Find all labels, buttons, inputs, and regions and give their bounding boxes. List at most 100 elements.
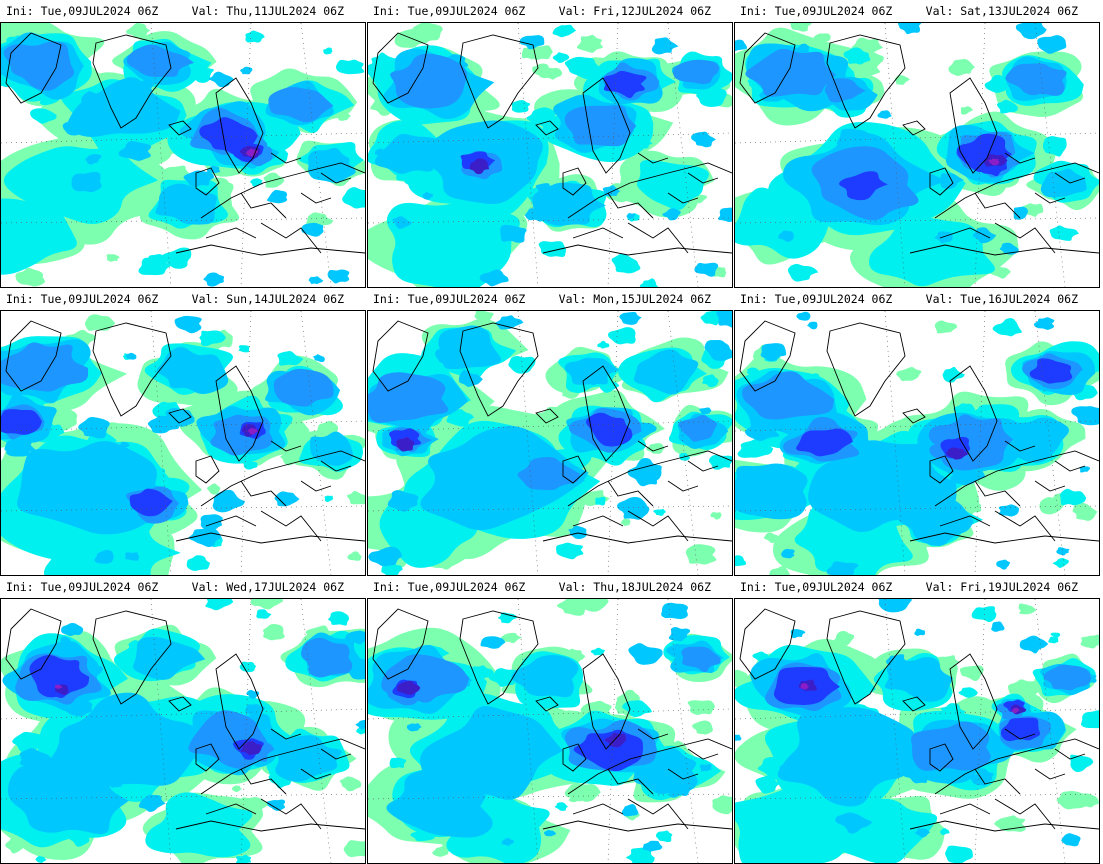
precip-contour (396, 680, 421, 695)
precip-contour (992, 318, 1022, 337)
precip-contour (1005, 63, 1067, 96)
precip-contour (90, 446, 106, 459)
precip-contour (554, 802, 569, 811)
map-panel-5: Ini: Tue,09JUL2024 06Z Val: Mon,15JUL202… (367, 288, 733, 576)
precip-contour (747, 367, 761, 376)
precip-contour (826, 561, 859, 575)
precip-contour (835, 812, 873, 834)
precip-contour (839, 171, 888, 201)
precip-contour (556, 599, 587, 616)
map-panel-7: Ini: Tue,09JUL2024 06Z Val: Wed,17JUL202… (0, 576, 366, 864)
precip-contour (435, 343, 464, 364)
precip-contour (626, 212, 636, 220)
border-lines (607, 152, 719, 219)
precip-contour (208, 71, 234, 88)
precip-contour (1050, 632, 1061, 639)
precip-contour (422, 191, 433, 200)
precip-contour (630, 465, 659, 487)
precip-contour (1019, 635, 1049, 654)
precip-contour (343, 840, 365, 858)
precip-contour (897, 470, 931, 493)
precip-contour (15, 267, 45, 287)
precip-contour (735, 187, 830, 259)
precip-contour (996, 559, 1011, 570)
precip-contour (53, 227, 72, 240)
precip-contour (30, 108, 57, 124)
valid-time-label: Val: Sat,13JUL2024 06Z (925, 4, 1078, 18)
precip-contour (511, 100, 531, 113)
precip-contour (236, 854, 252, 863)
border-lines (974, 440, 1086, 507)
precip-contour (62, 120, 89, 136)
precip-contour (274, 491, 300, 507)
precip-contour (374, 148, 386, 157)
precip-contour (564, 357, 620, 385)
precip-contour (109, 781, 122, 788)
precip-field-svg (735, 23, 1099, 287)
precip-contour (199, 330, 226, 347)
precip-contour (978, 404, 1006, 422)
border-lines (240, 728, 352, 795)
precip-contour (946, 447, 969, 460)
precip-contour (328, 611, 349, 626)
precip-contour (214, 91, 226, 101)
precip-contour (488, 668, 520, 687)
precip-contour (174, 315, 202, 334)
iceland-coast (535, 120, 559, 136)
precip-contour (568, 792, 585, 803)
precip-contour (668, 626, 691, 642)
precip-contour (250, 599, 284, 610)
precip-contour (206, 165, 221, 174)
precip-contour (500, 224, 527, 243)
panel-header: Ini: Tue,09JUL2024 06Z Val: Sun,14JUL202… (0, 288, 366, 310)
precip-contour (1049, 225, 1079, 241)
precip-contour (1070, 754, 1094, 772)
precip-contour (474, 311, 494, 322)
map-panel-6: Ini: Tue,09JUL2024 06Z Val: Tue,16JUL202… (734, 288, 1100, 576)
precip-contour (327, 269, 350, 284)
precip-contour (273, 368, 334, 407)
precip-contour (133, 715, 157, 730)
iceland-coast (535, 696, 559, 712)
precip-contour (301, 637, 353, 678)
precip-contour (934, 320, 958, 334)
precip-contour (781, 548, 795, 559)
forecast-map (734, 22, 1100, 288)
precip-contour (246, 148, 259, 157)
scandinavia-coast (949, 653, 998, 750)
forecast-map (734, 310, 1100, 576)
canada-coast (739, 32, 796, 104)
precip-contour (339, 776, 362, 792)
precip-contour (538, 241, 566, 257)
precip-contour (203, 272, 225, 287)
precip-contour (812, 33, 831, 45)
precip-contour (535, 406, 567, 430)
precip-contour (642, 840, 663, 852)
precip-contour (735, 669, 755, 689)
precip-contour (336, 111, 351, 121)
precip-contour (896, 366, 922, 381)
precip-contour (1072, 502, 1098, 521)
precip-contour (78, 416, 110, 439)
valid-time-label: Val: Tue,16JUL2024 06Z (925, 292, 1078, 306)
precip-contour (737, 438, 774, 458)
precip-contour (396, 437, 415, 452)
precip-contour (3, 41, 75, 91)
precip-contour (43, 692, 201, 792)
precip-contour (626, 847, 655, 863)
precip-contour (1056, 547, 1070, 556)
british-isles-coast (929, 743, 954, 772)
scandinavia-coast (215, 653, 264, 750)
precip-contour (1037, 35, 1067, 54)
panel-header: Ini: Tue,09JUL2024 06Z Val: Thu,11JUL202… (0, 0, 366, 22)
init-time-label: Ini: Tue,09JUL2024 06Z (740, 292, 893, 306)
precip-contour (97, 469, 133, 492)
precip-contour (832, 798, 938, 863)
scandinavia-coast (949, 365, 998, 462)
precip-contour (877, 110, 892, 119)
precip-contour (479, 269, 509, 287)
map-panel-9: Ini: Tue,09JUL2024 06Z Val: Fri,19JUL202… (734, 576, 1100, 864)
precip-field-svg (1, 599, 365, 863)
precip-contour (72, 552, 91, 565)
valid-time-label: Val: Fri,19JUL2024 06Z (925, 580, 1078, 594)
